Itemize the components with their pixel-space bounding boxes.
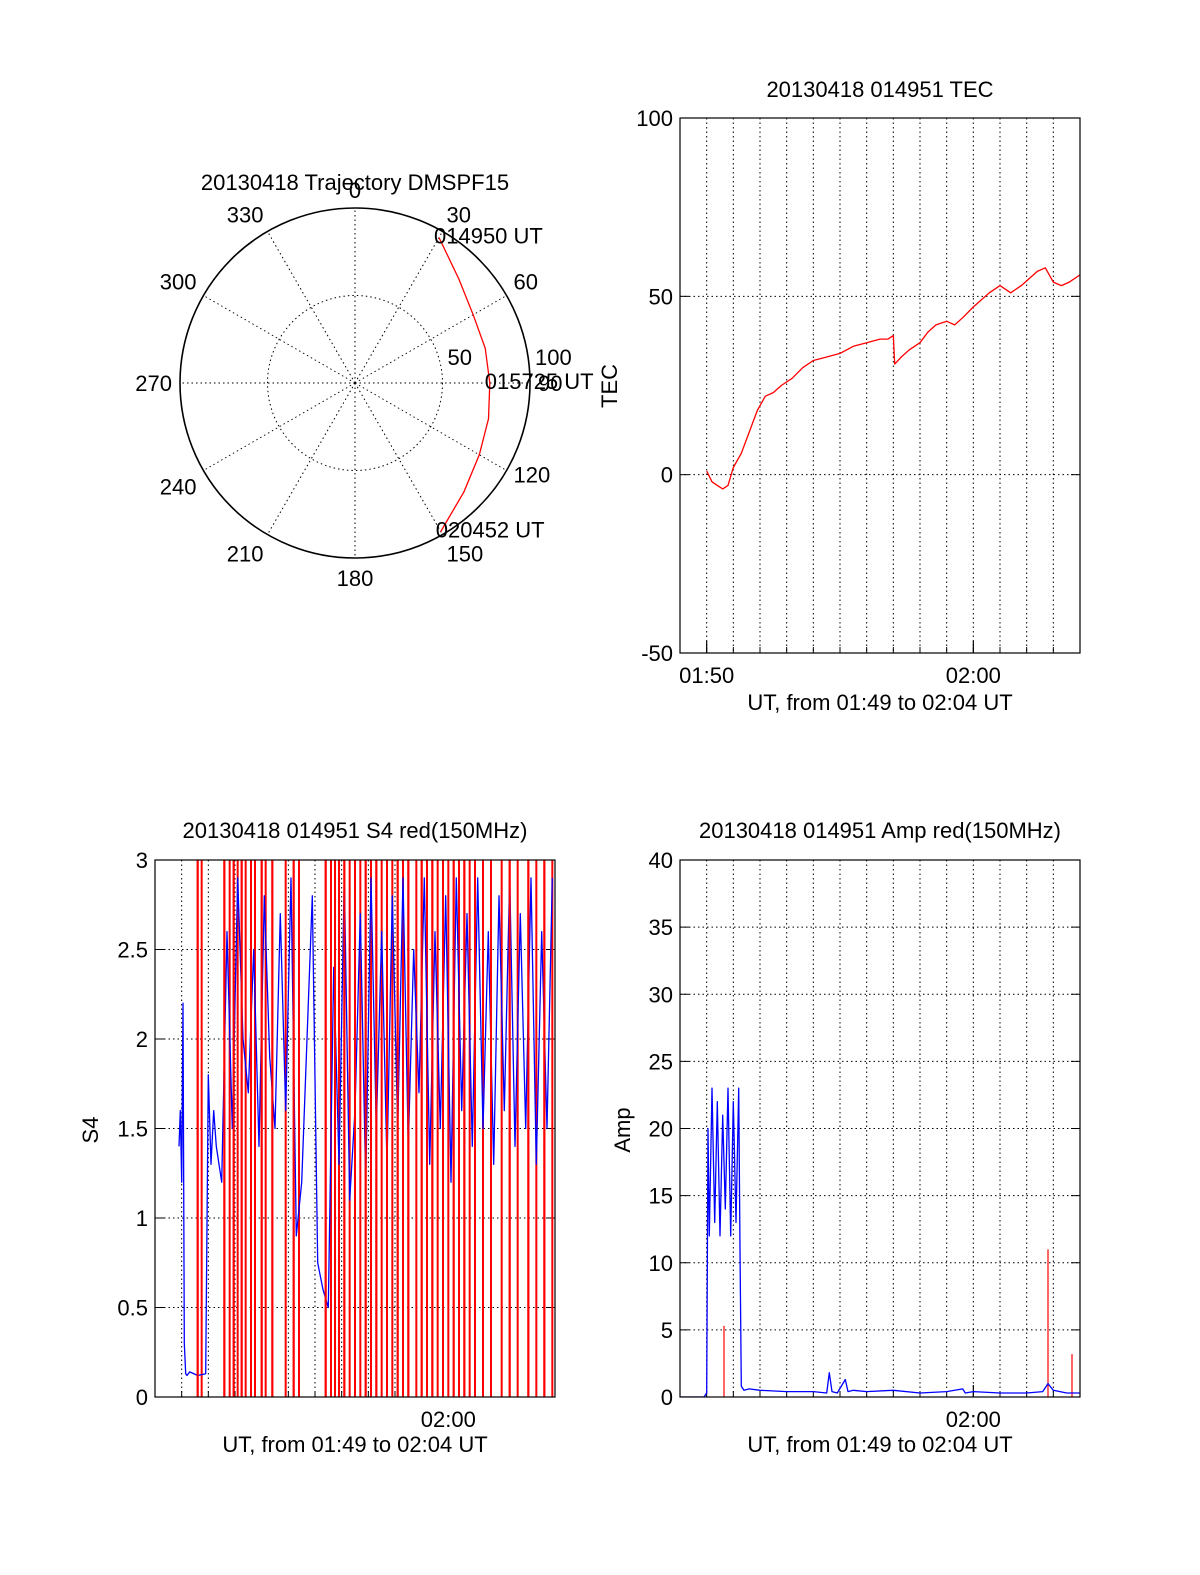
- tec-ylabel: TEC: [597, 364, 622, 408]
- polar-spoke: [203, 382, 356, 471]
- x-tick-label: 02:00: [421, 1407, 476, 1432]
- y-tick-label: 35: [649, 915, 673, 940]
- radial-label: 50: [448, 345, 472, 370]
- polar-labels: 0 30 60 90 120 150 180 210 240 270 300 330 50 100: [135, 178, 571, 591]
- trajectory-annotation: 020452 UT: [436, 518, 545, 543]
- theta-label: 30: [447, 203, 471, 228]
- theta-label: 210: [227, 541, 264, 566]
- y-tick-label: -50: [641, 641, 673, 666]
- y-tick-label: 2: [136, 1027, 148, 1052]
- s4-plot-area: [178, 860, 554, 1397]
- s4-frame: [154, 859, 556, 1398]
- y-tick-label: 30: [649, 982, 673, 1007]
- s4-series-line: [178, 877, 553, 1377]
- theta-label: 180: [337, 566, 374, 591]
- s4-xlabel: UT, from 01:49 to 02:04 UT: [222, 1432, 487, 1457]
- tec-title: 20130418 014951 TEC: [766, 77, 993, 102]
- amp-xlabel: UT, from 01:49 to 02:04 UT: [747, 1432, 1012, 1457]
- trajectory-line: [438, 237, 491, 532]
- theta-label: 240: [160, 475, 197, 500]
- y-tick-label: 0: [136, 1385, 148, 1410]
- y-tick-label: 1.5: [117, 1117, 148, 1142]
- y-tick-label: 15: [649, 1184, 673, 1209]
- tec-series-line: [706, 267, 1080, 490]
- y-tick-label: 5: [661, 1318, 673, 1343]
- theta-label: 270: [135, 371, 172, 396]
- polar-spoke: [267, 382, 356, 535]
- amp-ylabel: Amp: [610, 1107, 635, 1152]
- amp-frame: [679, 859, 1081, 1398]
- polar-radial-ring: [267, 295, 443, 471]
- y-tick-label: 100: [636, 106, 673, 131]
- theta-label: 330: [227, 203, 264, 228]
- trajectory-annotation: 014950 UT: [434, 224, 543, 249]
- s4-ylabel: S4: [78, 1117, 103, 1144]
- tec-frame: [679, 117, 1081, 654]
- y-tick-label: 3: [136, 848, 148, 873]
- y-tick-label: 20: [649, 1117, 673, 1142]
- polar-grid: [179, 207, 531, 559]
- trajectory-annotation: 015725 UT: [485, 369, 594, 394]
- y-tick-label: 0: [661, 1385, 673, 1410]
- tec-plot-area: [706, 267, 1080, 490]
- polar-outer-circle: [179, 207, 531, 559]
- y-tick-label: 25: [649, 1049, 673, 1074]
- y-tick-label: 1: [136, 1206, 148, 1231]
- s4-chart: 20130418 014951 S4 red(150MHz) UT, from …: [78, 818, 556, 1457]
- amp-series-line: [680, 1087, 1080, 1397]
- y-tick-label: 50: [649, 284, 673, 309]
- theta-label: 90: [538, 371, 562, 396]
- amp-title: 20130418 014951 Amp red(150MHz): [699, 818, 1061, 843]
- y-tick-label: 2.5: [117, 938, 148, 963]
- x-tick-label: 01:50: [679, 663, 734, 688]
- y-tick-label: 40: [649, 848, 673, 873]
- amp-chart: 20130418 014951 Amp red(150MHz) UT, from…: [610, 818, 1081, 1457]
- y-tick-label: 0: [661, 463, 673, 488]
- x-tick-label: 02:00: [946, 663, 1001, 688]
- tec-chart: 20130418 014951 TEC UT, from 01:49 to 02…: [597, 77, 1081, 715]
- polar-spoke: [354, 231, 443, 384]
- amp-plot-area: [680, 1087, 1080, 1397]
- x-tick-label: 02:00: [946, 1407, 1001, 1432]
- radial-label: 100: [535, 345, 572, 370]
- trajectory-title: 20130418 Trajectory DMSPF15: [201, 170, 509, 195]
- polar-series: 014950 UT 015725 UT 020452 UT: [434, 224, 594, 543]
- theta-label: 0: [349, 178, 361, 203]
- theta-label: 120: [513, 463, 550, 488]
- tec-xlabel: UT, from 01:49 to 02:04 UT: [747, 690, 1012, 715]
- s4-title: 20130418 014951 S4 red(150MHz): [183, 818, 528, 843]
- y-tick-label: 0.5: [117, 1296, 148, 1321]
- theta-label: 300: [160, 270, 197, 295]
- theta-label: 150: [447, 541, 484, 566]
- theta-label: 60: [513, 270, 537, 295]
- y-tick-label: 10: [649, 1251, 673, 1276]
- trajectory-polar-chart: 20130418 Trajectory DMSPF15 0 30 60 90 120 15…: [135, 170, 593, 591]
